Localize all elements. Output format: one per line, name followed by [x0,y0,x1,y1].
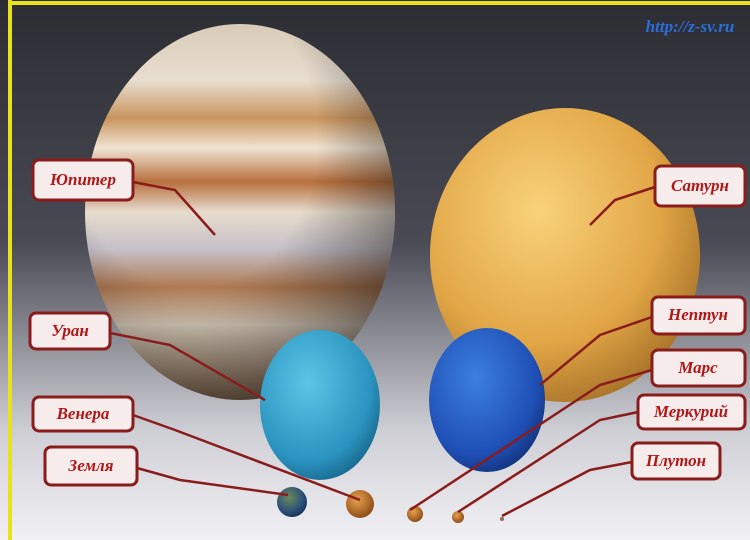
planet-label: Юпитер [49,170,116,189]
label: Земля [45,447,137,485]
label: Марс [652,350,745,386]
label: Плутон [632,443,720,479]
planet-label: Нептун [667,305,728,324]
uranus [260,330,380,480]
watermark: http://z-sv.ru [646,17,735,36]
label: Уран [30,313,110,349]
planet-label: Плутон [645,451,706,470]
planet-label: Уран [51,321,89,340]
label: Юпитер [33,160,133,200]
planet-label: Венера [56,404,110,423]
planet-label: Марс [677,358,718,377]
planets-image: http://z-sv.ru Юпитер Сатурн Уран Нептун… [0,0,750,540]
earth [277,487,307,517]
label: Нептун [652,297,745,334]
label: Меркурий [638,395,745,429]
neptune [429,328,545,472]
label: Сатурн [655,166,745,206]
mercury [452,511,464,523]
pluto [500,517,504,521]
planet-label: Меркурий [653,402,728,421]
planet-label: Сатурн [671,176,729,195]
label: Венера [33,397,133,431]
mars [407,506,423,522]
planet-label: Земля [68,456,114,475]
venus [346,490,374,518]
